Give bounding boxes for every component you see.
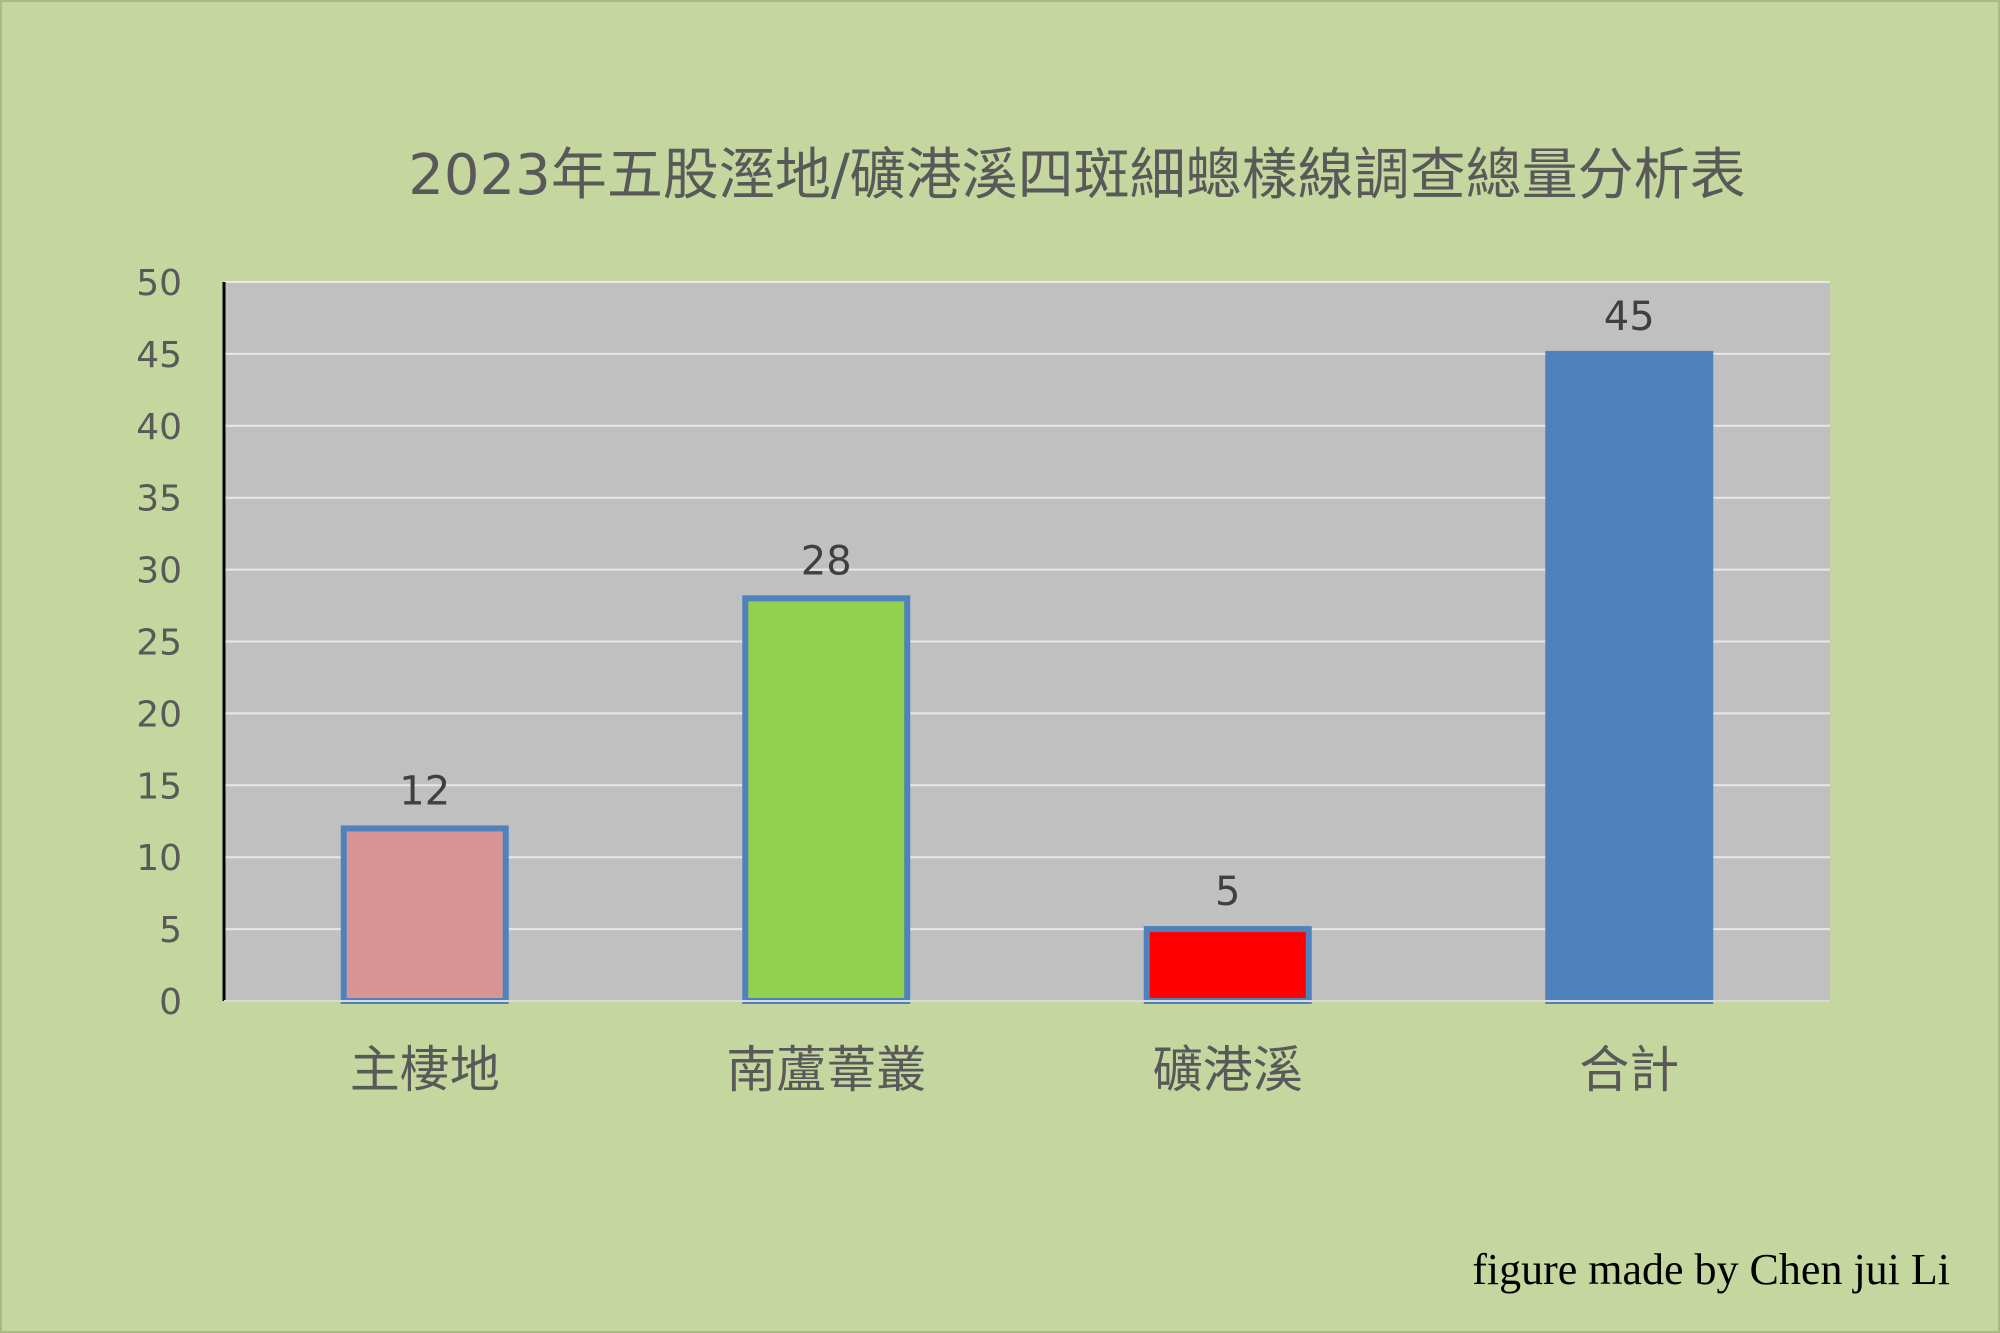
- y-tick-label-7: 35: [136, 479, 182, 520]
- y-tick-label-4: 20: [136, 694, 182, 735]
- data-label-3: 45: [1604, 294, 1655, 340]
- y-tick-label-10: 50: [136, 263, 182, 304]
- y-tick-label-5: 25: [136, 623, 182, 664]
- bar-1: [742, 595, 911, 1004]
- y-tick-label-9: 45: [136, 335, 182, 376]
- figure-credit: figure made by Chen jui Li: [1472, 1245, 1950, 1294]
- category-label-3: 合計: [1579, 1041, 1679, 1099]
- y-tick-label-1: 5: [159, 910, 182, 951]
- y-tick-label-2: 10: [136, 838, 182, 879]
- y-axis-ticks: 0 5 10 15 20 25 30 35 40 45 50: [136, 263, 182, 1023]
- data-label-2: 5: [1215, 869, 1240, 915]
- data-label-0: 12: [399, 768, 450, 814]
- x-axis-categories: 主棲地 南蘆葦叢 礦港溪 合計: [350, 1041, 1680, 1099]
- y-tick-label-8: 40: [136, 407, 182, 448]
- bar-0: [340, 825, 509, 1004]
- bars: [340, 350, 1714, 1004]
- category-label-2: 礦港溪: [1153, 1041, 1303, 1099]
- data-labels: 12 28 5 45: [399, 294, 1654, 915]
- data-label-1: 28: [801, 538, 852, 584]
- category-label-0: 主棲地: [350, 1041, 500, 1099]
- y-tick-label-0: 0: [159, 982, 182, 1023]
- y-tick-label-6: 30: [136, 551, 182, 592]
- chart-title: 2023年五股溼地/礦港溪四斑細蟌樣線調查總量分析表: [408, 143, 1745, 208]
- y-tick-label-3: 15: [136, 766, 182, 807]
- bar-3: [1545, 350, 1714, 1004]
- bar-2: [1143, 926, 1312, 1004]
- category-label-1: 南蘆葦叢: [726, 1041, 926, 1099]
